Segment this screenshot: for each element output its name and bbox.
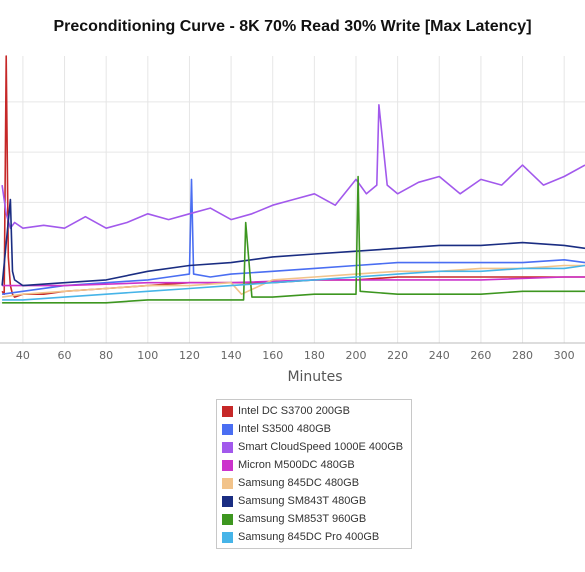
x-tick-label: 280 bbox=[512, 349, 533, 362]
legend-item[interactable]: Intel DC S3700 200GB bbox=[217, 402, 411, 420]
x-tick-label: 100 bbox=[137, 349, 158, 362]
legend-item[interactable]: Samsung 845DC Pro 400GB bbox=[217, 528, 411, 546]
x-tick-label: 260 bbox=[470, 349, 491, 362]
legend-label: Samsung 845DC Pro 400GB bbox=[238, 531, 380, 543]
x-tick-label: 120 bbox=[179, 349, 200, 362]
legend-swatch bbox=[222, 405, 233, 417]
legend-item[interactable]: Samsung SM853T 960GB bbox=[217, 510, 411, 528]
series-line-8 bbox=[2, 264, 585, 301]
x-tick-label: 220 bbox=[387, 349, 408, 362]
x-tick-label: 60 bbox=[58, 349, 72, 362]
x-tick-label: 80 bbox=[99, 349, 113, 362]
x-tick-label: 180 bbox=[304, 349, 325, 362]
legend-swatch bbox=[222, 495, 233, 507]
legend-swatch bbox=[222, 441, 233, 453]
legend-swatch bbox=[222, 513, 233, 525]
legend-item[interactable]: Micron M500DC 480GB bbox=[217, 456, 411, 474]
legend-swatch bbox=[222, 531, 233, 543]
x-tick-label: 240 bbox=[429, 349, 450, 362]
legend-label: Samsung 845DC 480GB bbox=[238, 477, 360, 489]
chart-legend: Intel DC S3700 200GB Intel S3500 480GB Sma… bbox=[216, 399, 412, 549]
x-tick-label: 160 bbox=[262, 349, 283, 362]
legend-label: Micron M500DC 480GB bbox=[238, 459, 355, 471]
legend-item[interactable]: Smart CloudSpeed 1000E 400GB bbox=[217, 438, 411, 456]
legend-item[interactable]: Samsung 845DC 480GB bbox=[217, 474, 411, 492]
legend-label: Intel DC S3700 200GB bbox=[238, 405, 350, 417]
legend-swatch bbox=[222, 423, 233, 435]
x-axis-label: Minutes bbox=[287, 369, 343, 385]
legend-label: Samsung SM843T 480GB bbox=[238, 495, 367, 507]
legend-swatch bbox=[222, 459, 233, 471]
series-line-5 bbox=[1, 264, 585, 298]
series-line-6 bbox=[1, 198, 585, 287]
series-line-2 bbox=[1, 178, 585, 295]
x-tick-label: 200 bbox=[345, 349, 366, 362]
series-line-7 bbox=[2, 175, 585, 304]
legend-label: Intel S3500 480GB bbox=[238, 423, 331, 435]
x-tick-label: 300 bbox=[554, 349, 575, 362]
legend-item[interactable]: Intel S3500 480GB bbox=[217, 420, 411, 438]
x-tick-label: 40 bbox=[16, 349, 30, 362]
chart-title: Preconditioning Curve - 8K 70% Read 30% … bbox=[53, 18, 532, 35]
legend-item[interactable]: Samsung SM843T 480GB bbox=[217, 492, 411, 510]
legend-label: Samsung SM853T 960GB bbox=[238, 513, 367, 525]
series-line-1 bbox=[1, 55, 585, 298]
x-tick-label: 140 bbox=[221, 349, 242, 362]
series-line-3 bbox=[1, 104, 585, 229]
legend-swatch bbox=[222, 477, 233, 489]
legend-label: Smart CloudSpeed 1000E 400GB bbox=[238, 441, 404, 453]
